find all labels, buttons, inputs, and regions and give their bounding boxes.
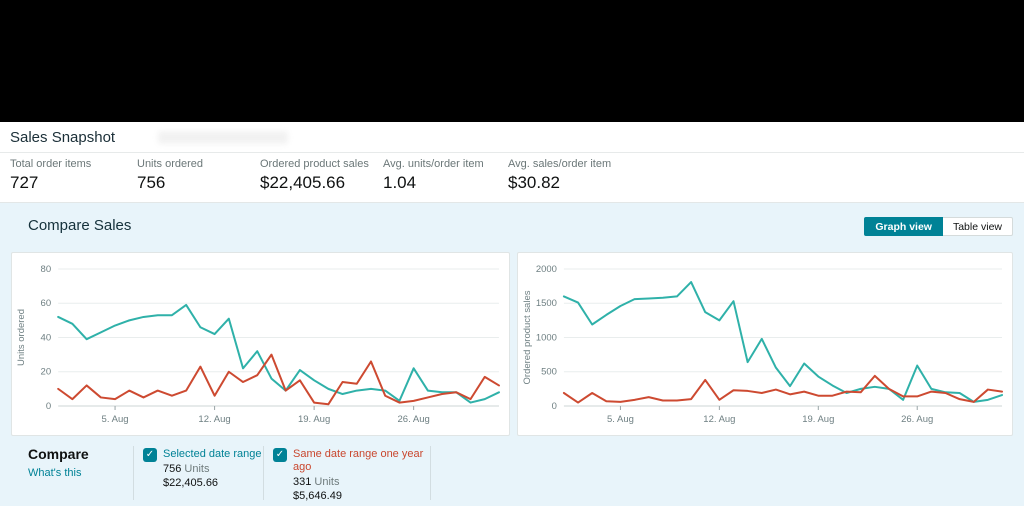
view-toggle: Graph view Table view <box>864 217 1013 236</box>
svg-text:0: 0 <box>552 401 557 412</box>
legend-divider <box>263 446 264 500</box>
stat-label: Avg. sales/order item <box>508 158 612 170</box>
year-ago-checkbox[interactable] <box>273 448 287 462</box>
svg-text:1500: 1500 <box>536 298 557 309</box>
stat-value: $30.82 <box>508 173 560 192</box>
svg-text:26. Aug: 26. Aug <box>397 414 429 425</box>
svg-text:12. Aug: 12. Aug <box>198 414 230 425</box>
graph-view-button[interactable]: Graph view <box>864 217 943 236</box>
svg-text:20: 20 <box>41 367 52 378</box>
legend-divider <box>430 446 431 500</box>
bottom-margin <box>0 506 1024 515</box>
selected-range-sales: $22,405.66 <box>163 477 219 489</box>
selected-range-units: 756 Units <box>163 463 209 475</box>
units-ordered-chart[interactable]: 0 20 40 60 80 5. Aug 12. Aug 19. Aug 26. Aug Unit… <box>12 255 509 433</box>
stat-label: Units ordered <box>137 158 204 170</box>
redacted-text-blur <box>158 131 288 144</box>
svg-text:5. Aug: 5. Aug <box>607 414 634 425</box>
units-value: 756 <box>163 463 182 475</box>
svg-text:12. Aug: 12. Aug <box>703 414 735 425</box>
svg-text:80: 80 <box>41 264 52 275</box>
whats-this-link[interactable]: What's this <box>28 467 82 479</box>
ordered-product-sales-chart-panel: 0 500 1000 1500 2000 5. Aug 12. Aug 19. Aug 26. … <box>517 252 1013 436</box>
compare-legend-title: Compare <box>28 446 89 462</box>
legend-divider <box>133 446 134 500</box>
svg-text:2000: 2000 <box>536 264 557 275</box>
svg-text:19. Aug: 19. Aug <box>298 414 330 425</box>
sales-snapshot-header: Sales Snapshot Total order items 727 Uni… <box>0 122 1024 203</box>
top-black-band <box>0 0 1024 122</box>
svg-text:Ordered product sales: Ordered product sales <box>522 290 533 384</box>
units-value: 331 <box>293 476 312 488</box>
stat-label: Avg. units/order item <box>383 158 484 170</box>
stat-label: Total order items <box>10 158 92 170</box>
table-view-button[interactable]: Table view <box>942 217 1013 236</box>
stat-value: $22,405.66 <box>260 173 346 192</box>
svg-text:1000: 1000 <box>536 332 557 343</box>
year-ago-sales: $5,646.49 <box>293 490 342 502</box>
stat-ordered-product-sales: Ordered product sales $22,405.66 <box>260 158 369 193</box>
svg-text:5. Aug: 5. Aug <box>102 414 129 425</box>
year-ago-units: 331 Units <box>293 476 339 488</box>
compare-sales-title: Compare Sales <box>28 217 132 234</box>
svg-text:60: 60 <box>41 298 52 309</box>
stats-bottom-divider <box>0 202 1024 203</box>
stat-units-ordered: Units ordered 756 <box>137 158 203 193</box>
stat-value: 1.04 <box>383 173 417 192</box>
stat-value: 727 <box>10 173 39 192</box>
svg-text:26. Aug: 26. Aug <box>901 414 933 425</box>
selected-range-label: Selected date range <box>163 448 262 460</box>
year-ago-label: Same date range one year ago <box>293 448 424 473</box>
stat-avg-units-order-item: Avg. units/order item 1.04 <box>383 158 484 193</box>
stat-label: Ordered product sales <box>260 158 369 170</box>
units-ordered-chart-panel: 0 20 40 60 80 5. Aug 12. Aug 19. Aug 26. Aug Unit… <box>11 252 510 436</box>
ordered-product-sales-chart[interactable]: 0 500 1000 1500 2000 5. Aug 12. Aug 19. Aug 26. … <box>518 255 1012 433</box>
units-suffix: Units <box>314 476 340 488</box>
header-divider <box>0 152 1024 153</box>
stat-avg-sales-order-item: Avg. sales/order item $30.82 <box>508 158 611 193</box>
svg-text:Units ordered: Units ordered <box>16 309 27 366</box>
stat-total-order-items: Total order items 727 <box>10 158 91 193</box>
svg-text:0: 0 <box>46 401 51 412</box>
units-suffix: Units <box>184 463 210 475</box>
svg-text:19. Aug: 19. Aug <box>802 414 834 425</box>
page-title: Sales Snapshot <box>10 129 116 146</box>
svg-text:40: 40 <box>41 333 52 344</box>
svg-text:500: 500 <box>541 367 557 378</box>
selected-range-checkbox[interactable] <box>143 448 157 462</box>
stat-value: 756 <box>137 173 166 192</box>
compare-sales-section: Compare Sales Graph view Table view 0 20 4… <box>0 203 1024 506</box>
